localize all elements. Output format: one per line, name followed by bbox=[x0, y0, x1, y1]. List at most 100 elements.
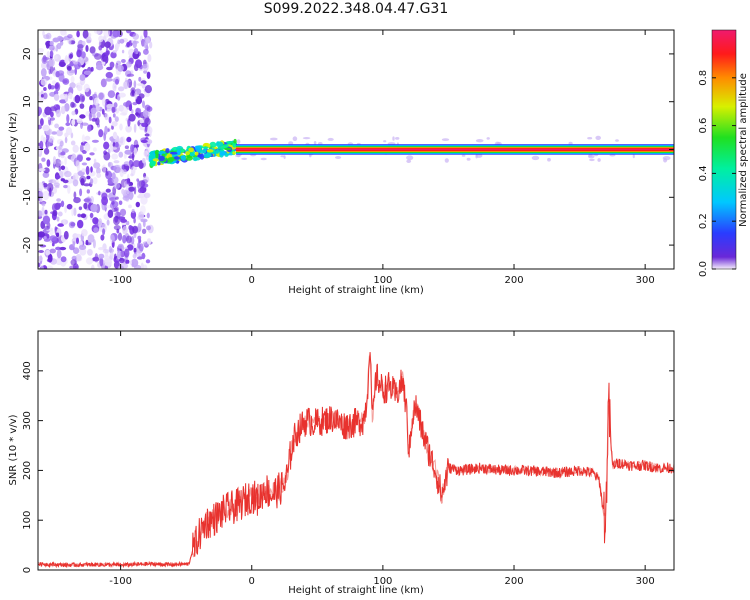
noise-speckle bbox=[81, 229, 88, 237]
noise-speckle bbox=[76, 118, 83, 124]
signal-blob bbox=[180, 155, 186, 159]
noise-speckle bbox=[130, 173, 134, 177]
noise-speckle bbox=[44, 106, 52, 116]
noise-speckle bbox=[74, 233, 82, 238]
noise-speckle bbox=[42, 215, 51, 225]
noise-speckle bbox=[122, 81, 130, 90]
signal-blob bbox=[205, 153, 212, 158]
noise-speckle bbox=[137, 188, 143, 194]
colorbar bbox=[711, 29, 737, 270]
noise-speckle bbox=[475, 139, 484, 143]
noise-speckle bbox=[114, 212, 117, 217]
noise-speckle bbox=[55, 232, 60, 238]
noise-speckle bbox=[64, 156, 67, 165]
noise-speckle bbox=[74, 94, 81, 104]
noise-speckle bbox=[38, 146, 42, 155]
signal-blob bbox=[199, 153, 205, 160]
noise-speckle bbox=[125, 79, 131, 83]
noise-speckle bbox=[109, 197, 117, 202]
noise-speckle bbox=[139, 118, 144, 124]
noise-speckle bbox=[58, 202, 62, 208]
noise-speckle bbox=[41, 206, 45, 216]
noise-speckle bbox=[86, 189, 91, 194]
noise-speckle bbox=[107, 128, 110, 132]
noise-speckle bbox=[83, 70, 92, 76]
noise-speckle bbox=[49, 248, 56, 254]
noise-speckle bbox=[130, 144, 135, 153]
noise-speckle bbox=[126, 73, 135, 77]
noise-speckle bbox=[67, 34, 73, 39]
colorbar-tick-label: 0.2 bbox=[698, 213, 709, 229]
noise-speckle bbox=[118, 200, 123, 206]
noise-speckle bbox=[45, 249, 51, 256]
noise-speckle bbox=[94, 53, 102, 60]
noise-speckle bbox=[130, 236, 135, 245]
noise-speckle bbox=[46, 265, 54, 269]
noise-speckle bbox=[59, 99, 67, 104]
noise-speckle bbox=[609, 154, 616, 157]
noise-speckle bbox=[51, 131, 57, 135]
noise-speckle bbox=[38, 168, 46, 172]
noise-speckle bbox=[96, 111, 101, 118]
snr-frame bbox=[37, 330, 675, 571]
noise-speckle bbox=[615, 139, 619, 142]
noise-speckle bbox=[141, 122, 147, 127]
noise-speckle bbox=[589, 158, 595, 162]
noise-speckle bbox=[104, 102, 108, 111]
signal-blob bbox=[185, 151, 191, 156]
noise-speckle bbox=[86, 157, 91, 161]
noise-speckle bbox=[142, 100, 145, 108]
noise-speckle bbox=[60, 106, 66, 115]
noise-speckle bbox=[89, 96, 93, 101]
noise-speckle bbox=[76, 49, 82, 58]
noise-speckle bbox=[94, 253, 98, 261]
noise-speckle bbox=[138, 93, 145, 99]
noise-speckle bbox=[63, 184, 69, 189]
noise-speckle bbox=[117, 232, 123, 241]
noise-speckle bbox=[327, 137, 334, 141]
noise-speckle bbox=[142, 109, 149, 118]
noise-speckle bbox=[52, 156, 57, 165]
noise-speckle bbox=[60, 154, 65, 159]
noise-speckle bbox=[95, 64, 104, 71]
noise-speckle bbox=[70, 140, 76, 146]
colorbar-tick-label: 0.4 bbox=[698, 165, 709, 181]
noise-speckle bbox=[101, 61, 106, 65]
noise-speckle bbox=[77, 85, 83, 92]
noise-speckle bbox=[143, 192, 151, 199]
noise-speckle bbox=[108, 246, 112, 253]
noise-speckle bbox=[147, 54, 152, 63]
noise-speckle bbox=[130, 166, 136, 174]
signal-blob bbox=[199, 149, 207, 154]
noise-speckle bbox=[105, 188, 111, 193]
noise-speckle bbox=[66, 66, 72, 71]
noise-speckle bbox=[98, 129, 104, 138]
noise-speckle bbox=[56, 129, 63, 137]
noise-speckle bbox=[133, 123, 137, 133]
noise-speckle bbox=[38, 210, 43, 217]
noise-speckle bbox=[47, 83, 52, 90]
noise-speckle bbox=[85, 257, 94, 265]
noise-speckle bbox=[98, 190, 101, 196]
noise-speckle bbox=[137, 222, 142, 232]
noise-speckle bbox=[57, 159, 60, 164]
noise-speckle bbox=[111, 121, 118, 127]
signal-blob bbox=[215, 148, 220, 154]
noise-speckle bbox=[132, 33, 139, 40]
noise-speckle bbox=[40, 78, 48, 86]
noise-speckle bbox=[49, 235, 57, 242]
noise-speckle bbox=[74, 67, 77, 76]
noise-speckle bbox=[66, 203, 73, 210]
noise-speckle bbox=[109, 61, 115, 68]
spectrogram-y-tick-label: 0 bbox=[22, 146, 33, 152]
noise-speckle bbox=[72, 179, 79, 187]
noise-speckle bbox=[79, 74, 86, 81]
signal-blob bbox=[233, 138, 237, 144]
noise-speckle bbox=[73, 207, 77, 216]
noise-speckle bbox=[79, 188, 83, 197]
noise-speckle bbox=[40, 68, 47, 77]
noise-speckle bbox=[84, 56, 89, 65]
noise-speckle bbox=[84, 142, 91, 152]
noise-speckle bbox=[60, 256, 67, 263]
noise-speckle bbox=[76, 237, 79, 245]
